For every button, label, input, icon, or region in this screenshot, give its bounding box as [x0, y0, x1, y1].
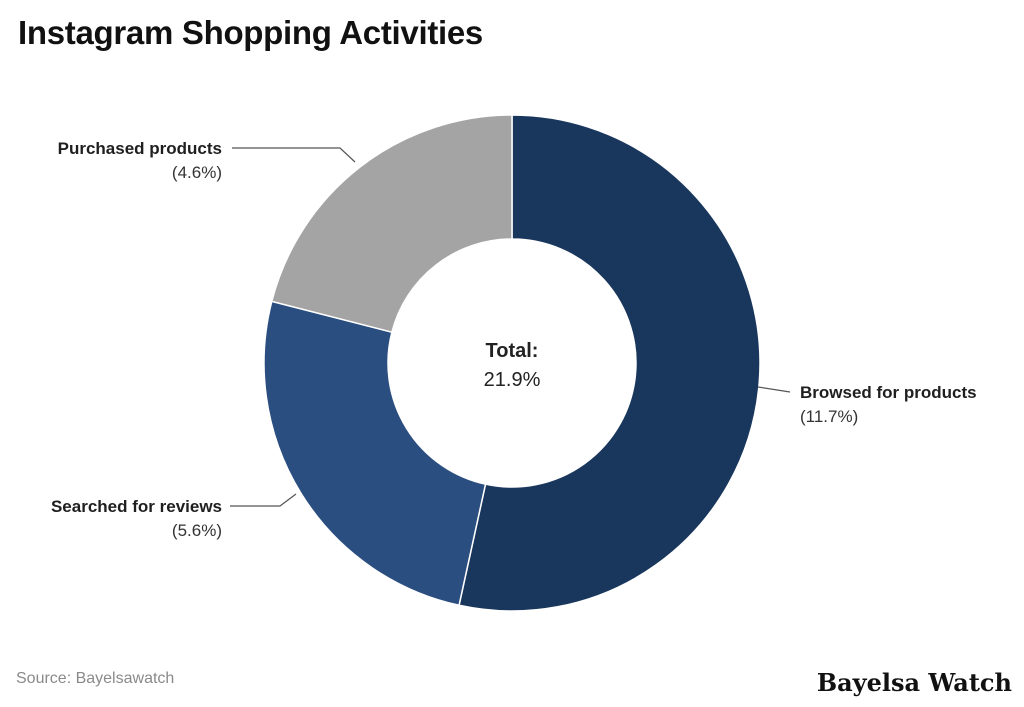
- slice-purchased-products: [270, 114, 513, 334]
- slice-label-name: Searched for reviews: [51, 497, 222, 516]
- center-total-label: Total:: [486, 340, 539, 362]
- chart-title: Instagram Shopping Activities: [18, 14, 483, 51]
- leader-line: [230, 493, 297, 507]
- leader-line: [232, 147, 356, 163]
- slice-browsed-for-products: [458, 114, 761, 612]
- slice-label-value: (5.6%): [172, 521, 222, 540]
- donut-slices: [263, 114, 761, 612]
- slice-label-name: Purchased products: [58, 139, 222, 158]
- slice-label-value: (4.6%): [172, 163, 222, 182]
- slice-labels: Browsed for products (11.7%) Searched for …: [51, 139, 977, 540]
- leader-lines: [230, 147, 791, 507]
- brand-logo: Bayelsa Watch: [816, 668, 1012, 697]
- slice-label-name: Browsed for products: [800, 383, 977, 402]
- source-note: Source: Bayelsawatch: [16, 670, 175, 687]
- center-total-value: 21.9%: [484, 369, 541, 391]
- leader-line: [757, 386, 791, 393]
- slice-label-value: (11.7%): [800, 407, 858, 426]
- slice-searched-for-reviews: [263, 300, 487, 607]
